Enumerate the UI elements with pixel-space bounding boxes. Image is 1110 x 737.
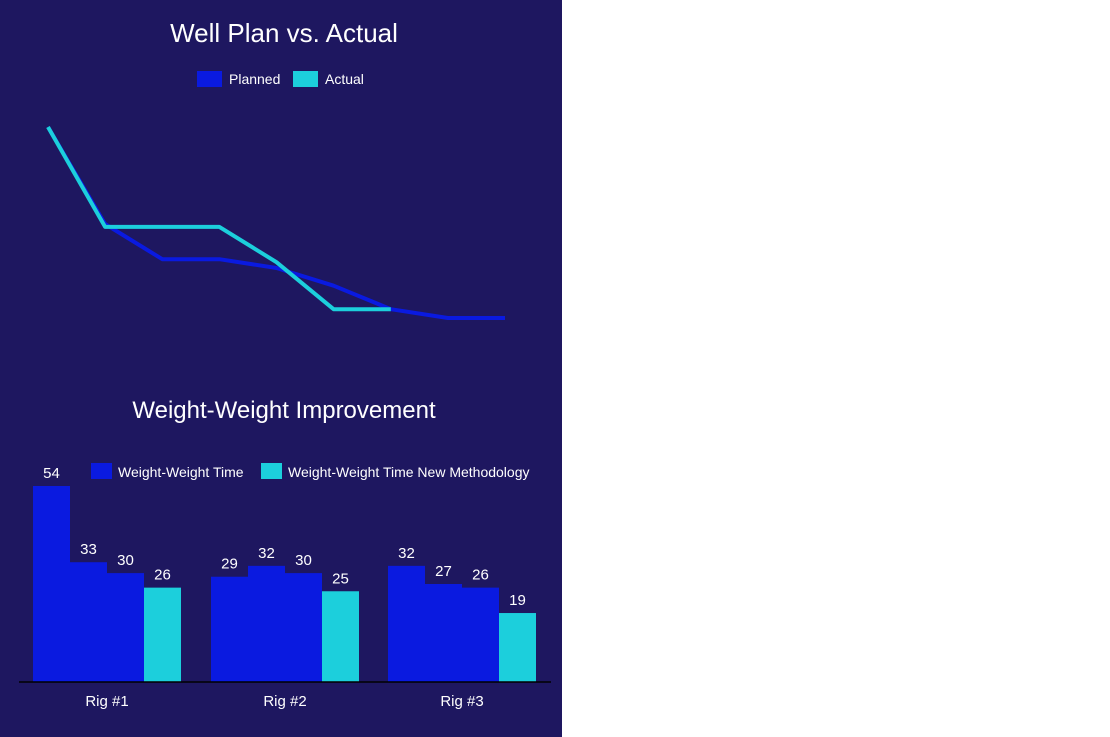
bar-chart-legend: Weight-Weight Time Weight-Weight Time Ne…	[91, 463, 529, 480]
data-label-rig3-1: 32	[398, 545, 415, 562]
data-label-rig1-4: 26	[154, 567, 171, 584]
bar-weight-weight-time-rig2-1	[211, 576, 248, 682]
bar-new-methodology-rig2-4	[322, 591, 359, 682]
bar-weight-weight-time-rig1-1	[33, 486, 70, 682]
legend-label-actual: Actual	[325, 71, 364, 87]
data-label-rig2-1: 29	[221, 556, 238, 573]
line-chart-title: Well Plan vs. Actual	[170, 18, 398, 48]
data-label-rig3-4: 19	[509, 592, 526, 609]
data-label-rig2-3: 30	[295, 552, 312, 569]
bar-chart: Weight-Weight Improvement Weight-Weight …	[19, 397, 551, 710]
data-label-rig2-4: 25	[332, 570, 349, 587]
bar-new-methodology-rig1-4	[144, 587, 181, 682]
category-label-rig2: Rig #2	[263, 693, 306, 710]
chart-canvas: Well Plan vs. Actual Planned Actual Weig…	[19, 18, 551, 710]
data-label-rig2-2: 32	[258, 545, 275, 562]
bar-weight-weight-time-rig1-3	[107, 573, 144, 682]
legend-swatch-planned	[197, 71, 222, 87]
category-label-rig1: Rig #1	[85, 693, 128, 710]
bar-weight-weight-time-rig2-2	[248, 565, 285, 682]
series-line-planned	[46, 125, 505, 320]
bar-new-methodology-rig3-4	[499, 613, 536, 682]
legend-swatch-actual	[293, 71, 318, 87]
legend-label-new-methodology: Weight-Weight Time New Methodology	[288, 464, 529, 480]
legend-swatch-new-methodology	[261, 463, 282, 479]
category-label-rig3: Rig #3	[440, 693, 483, 710]
line-chart-legend: Planned Actual	[197, 71, 364, 87]
bar-chart-title: Weight-Weight Improvement	[132, 397, 436, 424]
series-line-actual	[46, 126, 391, 312]
data-label-rig1-2: 33	[80, 541, 97, 558]
bar-weight-weight-time-rig1-2	[70, 562, 107, 682]
data-label-rig3-3: 26	[472, 567, 489, 584]
legend-swatch-weight-weight-time	[91, 463, 112, 479]
data-label-rig3-2: 27	[435, 563, 452, 580]
bar-weight-weight-time-rig3-1	[388, 565, 425, 682]
bar-weight-weight-time-rig3-3	[462, 587, 499, 682]
line-chart: Well Plan vs. Actual Planned Actual	[46, 18, 505, 320]
data-label-rig1-1: 54	[43, 465, 60, 482]
bar-weight-weight-time-rig3-2	[425, 584, 462, 682]
data-label-rig1-3: 30	[117, 552, 134, 569]
legend-label-planned: Planned	[229, 71, 280, 87]
bar-weight-weight-time-rig2-3	[285, 573, 322, 682]
bar-group: 54 33 30 26 Rig #1 29 32 30 25 Rig #2 32 27 26 19 Rig …	[33, 465, 536, 710]
legend-label-weight-weight-time: Weight-Weight Time	[118, 464, 244, 480]
